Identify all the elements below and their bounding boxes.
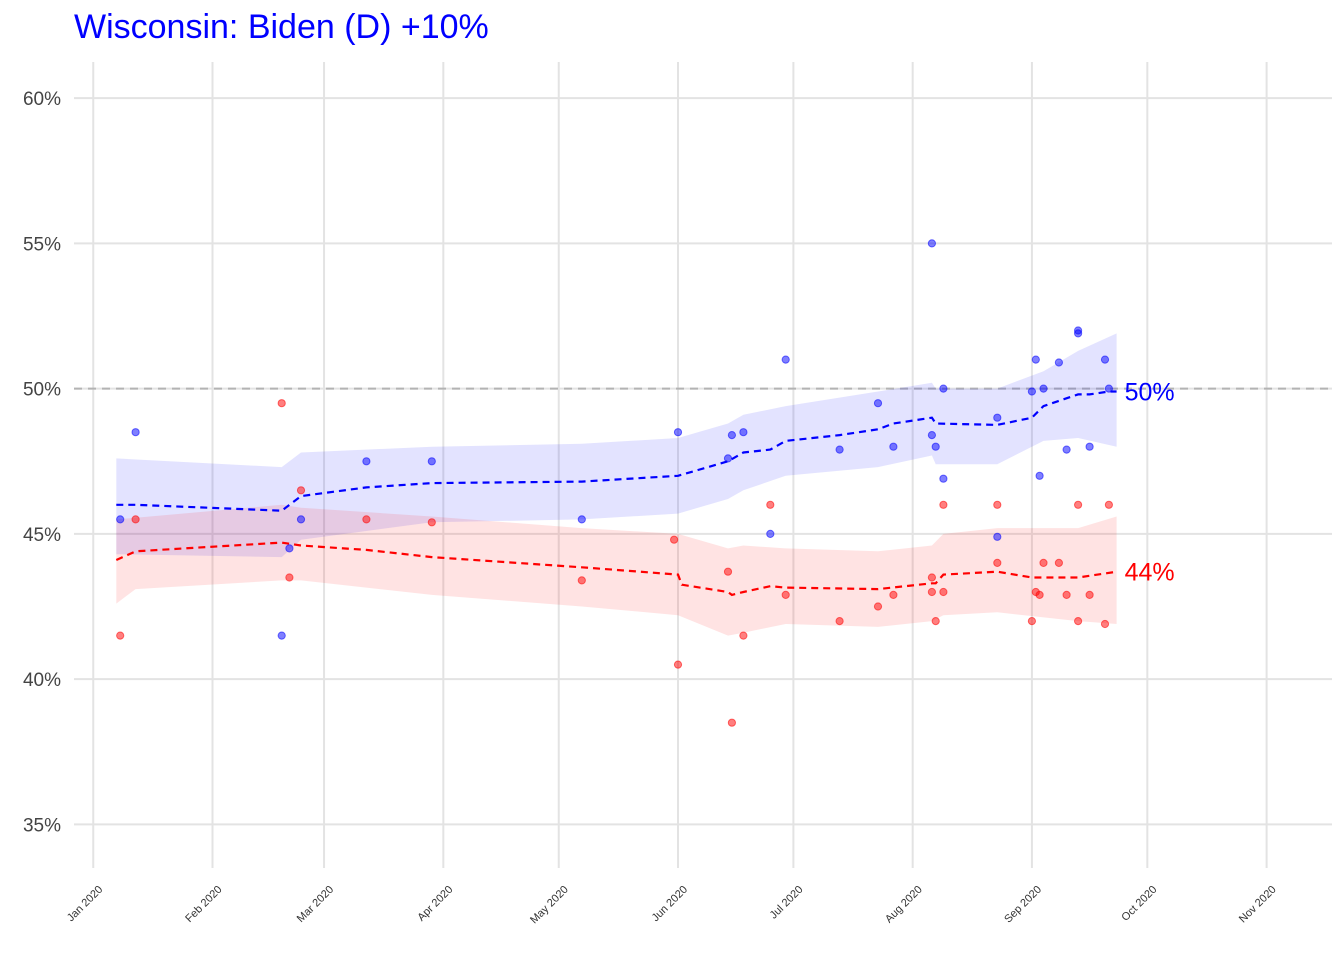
blue-poll-point [993,532,1002,541]
blue-poll-point [277,631,286,640]
blue-confidence-band [116,333,1117,558]
blue-poll-point [993,413,1002,422]
red-confidence-band [116,504,1117,636]
x-tick-label: Sep 2020 [1002,884,1044,926]
blue-poll-point [939,474,948,483]
red-poll-point [939,587,948,597]
blue-poll-point [1085,442,1094,451]
blue-poll-point [577,515,586,524]
red-poll-point [889,590,898,600]
blue-poll-point [1062,445,1071,454]
y-tick-label: 55% [23,234,61,255]
red-poll-point [1100,619,1110,629]
blue-poll-point [1074,326,1083,335]
red-poll-point [1039,558,1048,568]
x-tick-label: Jan 2020 [65,884,105,924]
x-tick-label: Apr 2020 [415,884,455,924]
red-poll-point [1035,590,1044,600]
blue-poll-point [296,515,306,524]
blue-poll-point [1035,471,1044,480]
y-tick-label: 40% [23,670,61,691]
x-tick-label: May 2020 [528,884,571,927]
blue-poll-point [939,384,948,393]
blue-poll-point [873,399,883,408]
blue-poll-point [1027,387,1037,396]
red-end-label: 44% [1125,559,1175,587]
red-poll-point [1085,590,1094,600]
red-poll-point [1054,558,1064,568]
y-tick-label: 50% [23,380,61,401]
red-poll-point [1074,500,1083,509]
blue-poll-point [1031,355,1040,364]
red-poll-point [362,515,371,524]
red-poll-point [927,587,937,597]
red-poll-point [939,500,948,509]
y-tick-label: 35% [23,815,61,836]
blue-poll-point [427,457,436,466]
red-poll-point [116,631,125,640]
x-tick-label: Jun 2020 [650,884,690,924]
blue-poll-point [673,428,683,437]
red-poll-point [739,631,748,640]
blue-poll-point [931,442,940,451]
red-poll-point [673,660,683,669]
x-tick-label: Oct 2020 [1119,884,1159,924]
x-tick-label: Feb 2020 [183,884,224,925]
red-trend-line [115,541,1117,597]
blue-poll-point [1100,355,1110,364]
chart-title: Wisconsin: Biden (D) +10% [74,8,489,46]
y-tick-label: 60% [23,89,61,110]
blue-poll-point [723,454,733,463]
red-poll-point [873,602,883,611]
blue-poll-point [1039,384,1048,393]
red-poll-point [577,576,586,585]
red-poll-point [131,515,140,524]
blue-poll-point [889,442,898,451]
blue-poll-point [1104,384,1114,393]
blue-end-label: 50% [1125,379,1175,407]
y-tick-label: 45% [23,525,61,546]
red-poll-point [1062,590,1071,600]
red-poll-point [727,718,737,727]
blue-poll-point [116,515,125,524]
x-tick-label: Jul 2020 [768,884,806,922]
red-poll-point [931,617,940,626]
red-poll-point [781,590,790,600]
blue-poll-point [739,428,748,437]
red-poll-point [285,573,294,582]
red-poll-point [927,573,937,582]
blue-poll-point [927,431,937,440]
red-poll-point [993,558,1002,568]
red-poll-point [993,500,1002,509]
blue-poll-point [285,544,294,553]
blue-poll-point [835,445,844,454]
blue-poll-point [131,428,140,437]
blue-poll-point [766,529,775,539]
red-poll-point [1027,617,1037,626]
blue-poll-point [727,431,737,440]
red-poll-point [277,399,286,408]
blue-poll-point [927,239,937,248]
blue-poll-point [1054,358,1064,367]
blue-trend-line [116,390,1117,512]
red-poll-point [1104,500,1114,509]
red-poll-point [427,518,436,527]
red-poll-point [296,486,306,495]
red-poll-point [723,567,733,576]
blue-poll-point [781,355,790,364]
x-tick-label: Mar 2020 [295,884,336,925]
red-poll-point [766,500,775,509]
red-poll-point [670,535,679,544]
x-tick-label: Aug 2020 [883,884,925,926]
blue-poll-point [362,457,371,466]
x-tick-label: Nov 2020 [1237,884,1279,926]
red-poll-point [835,617,844,626]
red-poll-point [1074,617,1083,626]
